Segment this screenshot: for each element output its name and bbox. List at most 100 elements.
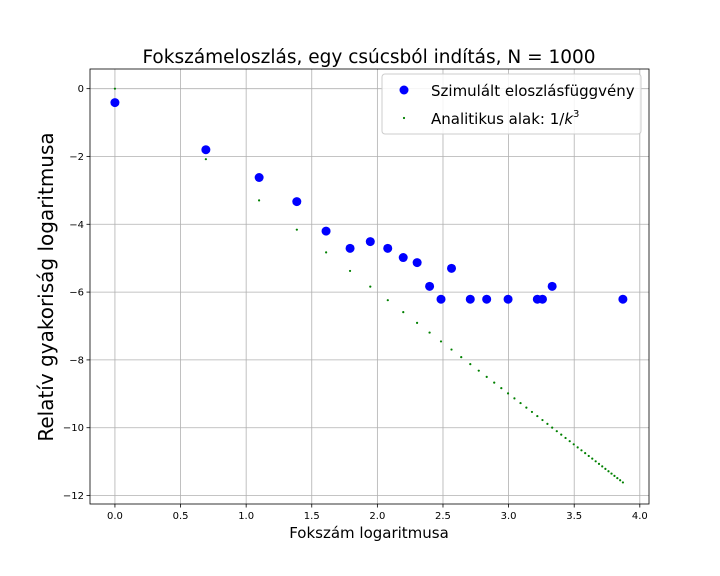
- x-tick-label: 0.0: [107, 511, 123, 522]
- y-axis-label: Relatív gyakoriság logaritmusa: [34, 132, 58, 441]
- plot-frame: [89, 68, 650, 505]
- x-tick-label: 0.5: [173, 511, 189, 522]
- analytic-point: [477, 369, 480, 372]
- analytic-point: [469, 363, 472, 366]
- analytic-point: [621, 481, 625, 484]
- analytic-point: [613, 474, 616, 477]
- legend-box: [381, 73, 642, 135]
- simulated-point: [447, 263, 457, 273]
- x-tick-label: 2.5: [435, 511, 451, 522]
- x-axis-label: Fokszám logaritmusa: [289, 524, 449, 542]
- analytic-point: [500, 387, 503, 390]
- simulated-point: [425, 281, 435, 291]
- simulated-point: [201, 145, 211, 155]
- y-tick-label: −2: [69, 152, 84, 163]
- simulated-point: [547, 281, 557, 291]
- analytic-point: [257, 199, 261, 202]
- legend-label-analytic: Analitikus alak: 1/k3: [431, 109, 579, 128]
- simulated-point: [365, 237, 375, 247]
- simulated-point: [345, 243, 355, 253]
- analytic-point: [348, 269, 352, 273]
- analytic-point: [369, 285, 372, 288]
- analytic-point: [295, 228, 298, 231]
- simulated-point: [398, 253, 408, 263]
- simulated-point: [618, 294, 628, 304]
- analytic-point: [616, 476, 619, 480]
- simulated-point: [482, 294, 492, 304]
- analytic-point: [450, 348, 453, 351]
- analytic-point: [610, 472, 613, 475]
- analytic-point: [428, 331, 431, 334]
- simulated-point: [412, 258, 422, 268]
- analytic-point: [386, 299, 389, 302]
- y-tick-label: 0: [78, 84, 84, 95]
- legend: Szimulált eloszlásfüggvény Analitikus al…: [381, 73, 642, 135]
- analytic-point: [597, 462, 601, 465]
- x-tick-label: 3.0: [501, 511, 517, 522]
- analytic-point: [587, 454, 590, 458]
- analytic-point: [555, 430, 558, 433]
- legend-marker-simulated: [399, 85, 409, 95]
- analytic-point: [601, 465, 604, 468]
- analytic-point: [530, 410, 534, 414]
- analytic-point: [536, 414, 539, 418]
- analytic-point: [568, 440, 571, 443]
- analytic-point: [619, 479, 622, 482]
- y-tick-label: −8: [69, 355, 84, 366]
- analytic-point: [564, 436, 567, 440]
- analytic-point: [551, 426, 554, 429]
- x-tick-label: 1.0: [238, 511, 254, 522]
- y-tick-label: −12: [63, 491, 84, 502]
- simulated-point: [321, 226, 331, 236]
- analytic-point: [513, 397, 516, 400]
- axis-ticks: 0.0 0.5 1.0 1.5 2.0 2.5 3.0 3.5 4.0 0 −2 −4 −6 −8 −10 −…: [63, 84, 648, 522]
- simulated-point: [110, 98, 120, 108]
- simulated-point: [503, 294, 513, 304]
- y-tick-label: −10: [63, 423, 84, 434]
- analytic-point: [525, 406, 528, 409]
- analytic-point: [506, 392, 510, 395]
- analytic-point: [541, 418, 544, 422]
- legend-label-analytic-prefix: Analitikus alak: 1/: [431, 110, 565, 128]
- analytic-point: [519, 401, 522, 405]
- simulated-point: [537, 294, 547, 304]
- analytic-series: [113, 87, 625, 484]
- chart-title: Fokszámeloszlás, egy csúcsból indítás, N…: [142, 47, 595, 68]
- x-tick-label: 2.0: [369, 511, 385, 522]
- analytic-point: [584, 452, 587, 455]
- analytic-point: [576, 446, 579, 449]
- simulated-series: [110, 98, 628, 304]
- analytic-point: [604, 467, 607, 470]
- analytic-point: [572, 443, 575, 446]
- analytic-point: [460, 355, 463, 359]
- analytic-point: [439, 340, 443, 343]
- legend-label-analytic-var: k: [564, 110, 574, 128]
- analytic-point: [415, 321, 419, 324]
- y-tick-label: −4: [69, 220, 84, 231]
- simulated-point: [465, 294, 475, 304]
- analytic-point: [204, 158, 207, 161]
- simulated-point: [292, 197, 302, 207]
- analytic-point: [591, 457, 594, 460]
- analytic-point: [325, 251, 328, 254]
- x-tick-label: 1.5: [304, 511, 320, 522]
- analytic-point: [493, 381, 496, 384]
- analytic-point: [607, 470, 610, 473]
- legend-label-simulated: Szimulált eloszlásfüggvény: [431, 82, 635, 100]
- analytic-point: [560, 433, 563, 436]
- x-tick-label: 3.5: [566, 511, 582, 522]
- simulated-point: [383, 243, 393, 253]
- analytic-point: [594, 460, 597, 463]
- simulated-point: [254, 172, 264, 182]
- analytic-point: [485, 375, 488, 378]
- analytic-point: [580, 449, 583, 452]
- legend-marker-analytic: [402, 116, 406, 120]
- legend-label-analytic-exponent: 3: [573, 109, 579, 120]
- y-tick-label: −6: [69, 288, 84, 299]
- analytic-point: [546, 422, 549, 425]
- analytic-point: [402, 311, 405, 314]
- x-tick-label: 4.0: [632, 511, 648, 522]
- simulated-point: [436, 294, 446, 304]
- analytic-point: [113, 87, 117, 90]
